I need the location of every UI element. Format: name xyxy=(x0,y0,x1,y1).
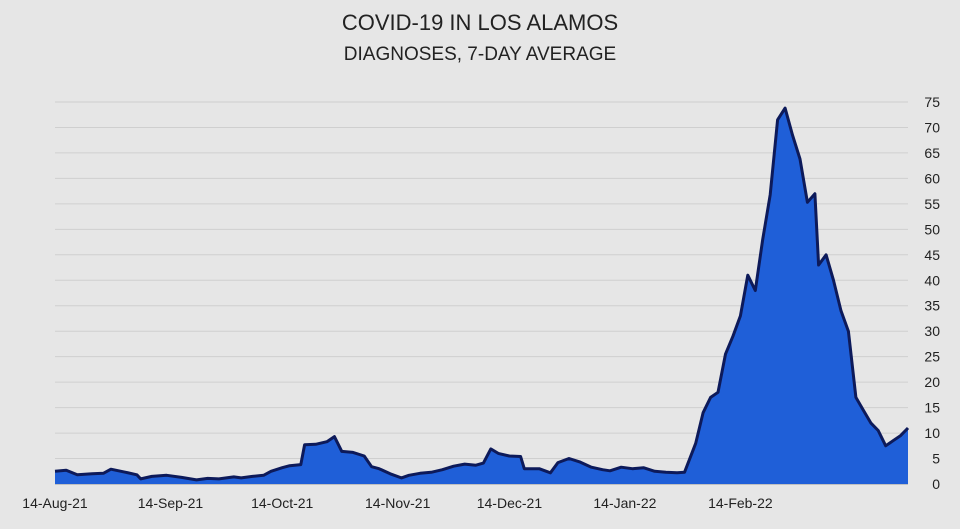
x-tick-label: 14-Dec-21 xyxy=(477,495,543,511)
x-tick-label: 14-Sep-21 xyxy=(138,495,204,511)
y-tick-label: 15 xyxy=(924,400,940,416)
y-tick-label: 10 xyxy=(924,425,940,441)
y-tick-label: 65 xyxy=(924,145,940,161)
axis-layer: 0 5 10 15 20 25 30 35 40 45 50 55 60 65 70 75 14-Aug-21 1… xyxy=(22,94,940,511)
series-line xyxy=(54,106,910,482)
series-area xyxy=(55,108,908,484)
x-tick-label: 14-Nov-21 xyxy=(365,495,431,511)
x-tick-label: 14-Feb-22 xyxy=(708,495,773,511)
y-tick-label: 60 xyxy=(924,170,940,186)
y-tick-label: 55 xyxy=(924,196,940,212)
x-tick-label: 14-Aug-21 xyxy=(22,495,88,511)
y-tick-label: 40 xyxy=(924,272,940,288)
y-tick-label: 20 xyxy=(924,374,940,390)
x-tick-label: 14-Oct-21 xyxy=(251,495,313,511)
chart-subtitle: DIAGNOSES, 7-DAY AVERAGE xyxy=(343,44,617,65)
chart-title: COVID-19 IN LOS ALAMOS xyxy=(341,10,619,35)
y-tick-label: 70 xyxy=(924,119,940,135)
y-tick-label: 35 xyxy=(924,298,940,314)
y-tick-label: 5 xyxy=(932,451,940,467)
y-tick-label: 45 xyxy=(924,247,940,263)
y-tick-label: 30 xyxy=(924,323,940,339)
y-tick-label: 75 xyxy=(924,94,940,110)
y-tick-label: 0 xyxy=(932,476,940,492)
y-tick-label: 50 xyxy=(924,221,940,237)
y-tick-label: 25 xyxy=(924,349,940,365)
series-layer xyxy=(54,106,910,484)
x-tick-label: 14-Jan-22 xyxy=(593,495,656,511)
